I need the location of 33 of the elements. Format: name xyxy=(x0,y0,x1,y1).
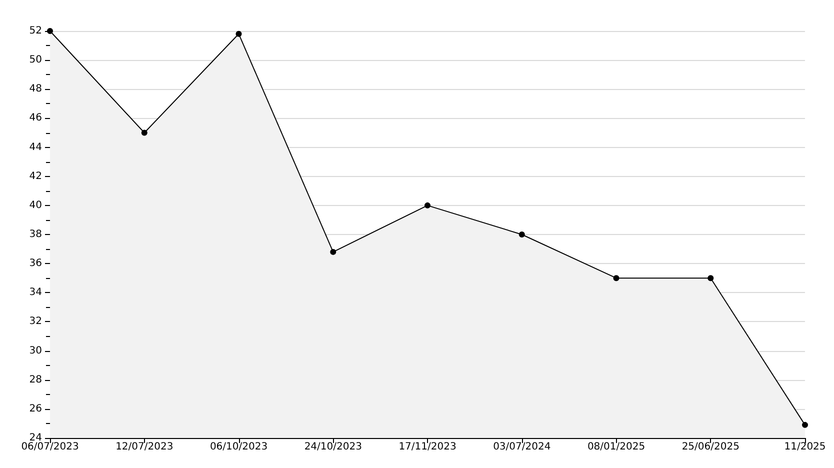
x-tick-label: 03/07/2024 xyxy=(493,442,551,452)
x-tick-label: 08/01/2025 xyxy=(587,442,646,452)
y-tick-label: 50 xyxy=(29,54,42,66)
x-tick-label: 25/06/2025 xyxy=(682,442,740,452)
x-tick-label: 17/11/2023 xyxy=(398,442,456,452)
point xyxy=(330,248,336,255)
y-tick-label: 40 xyxy=(29,200,42,211)
y-tick-label: 44 xyxy=(29,142,42,153)
x-tick-label: 06/07/2023 xyxy=(21,442,79,452)
y-tick-label: 32 xyxy=(29,316,42,328)
point xyxy=(424,202,430,208)
x-tick-label: 24/10/2023 xyxy=(304,442,362,452)
y-tick-label: 46 xyxy=(29,112,42,124)
y-tick-label: 28 xyxy=(29,374,42,386)
y-tick-label: 38 xyxy=(29,229,42,240)
y-tick-label: 48 xyxy=(29,84,42,95)
x-tick-label: 11/2025 xyxy=(784,442,826,452)
y-tick-label: 30 xyxy=(29,345,42,356)
point xyxy=(518,232,525,238)
point xyxy=(141,130,148,136)
x-tick-label: 12/07/2023 xyxy=(116,442,174,452)
point xyxy=(613,275,620,282)
y-tick-label: 42 xyxy=(29,170,42,182)
y-tick-label: 36 xyxy=(29,258,42,270)
y-tick-label: 24 xyxy=(29,432,42,444)
y-tick-label: 52 xyxy=(29,26,42,36)
point xyxy=(236,30,242,37)
point xyxy=(47,28,53,34)
point xyxy=(802,422,808,428)
y-tick-label: 26 xyxy=(29,403,42,414)
x-tick-label: 06/10/2023 xyxy=(210,442,268,452)
point xyxy=(708,275,714,282)
y-tick-label: 34 xyxy=(29,287,42,298)
